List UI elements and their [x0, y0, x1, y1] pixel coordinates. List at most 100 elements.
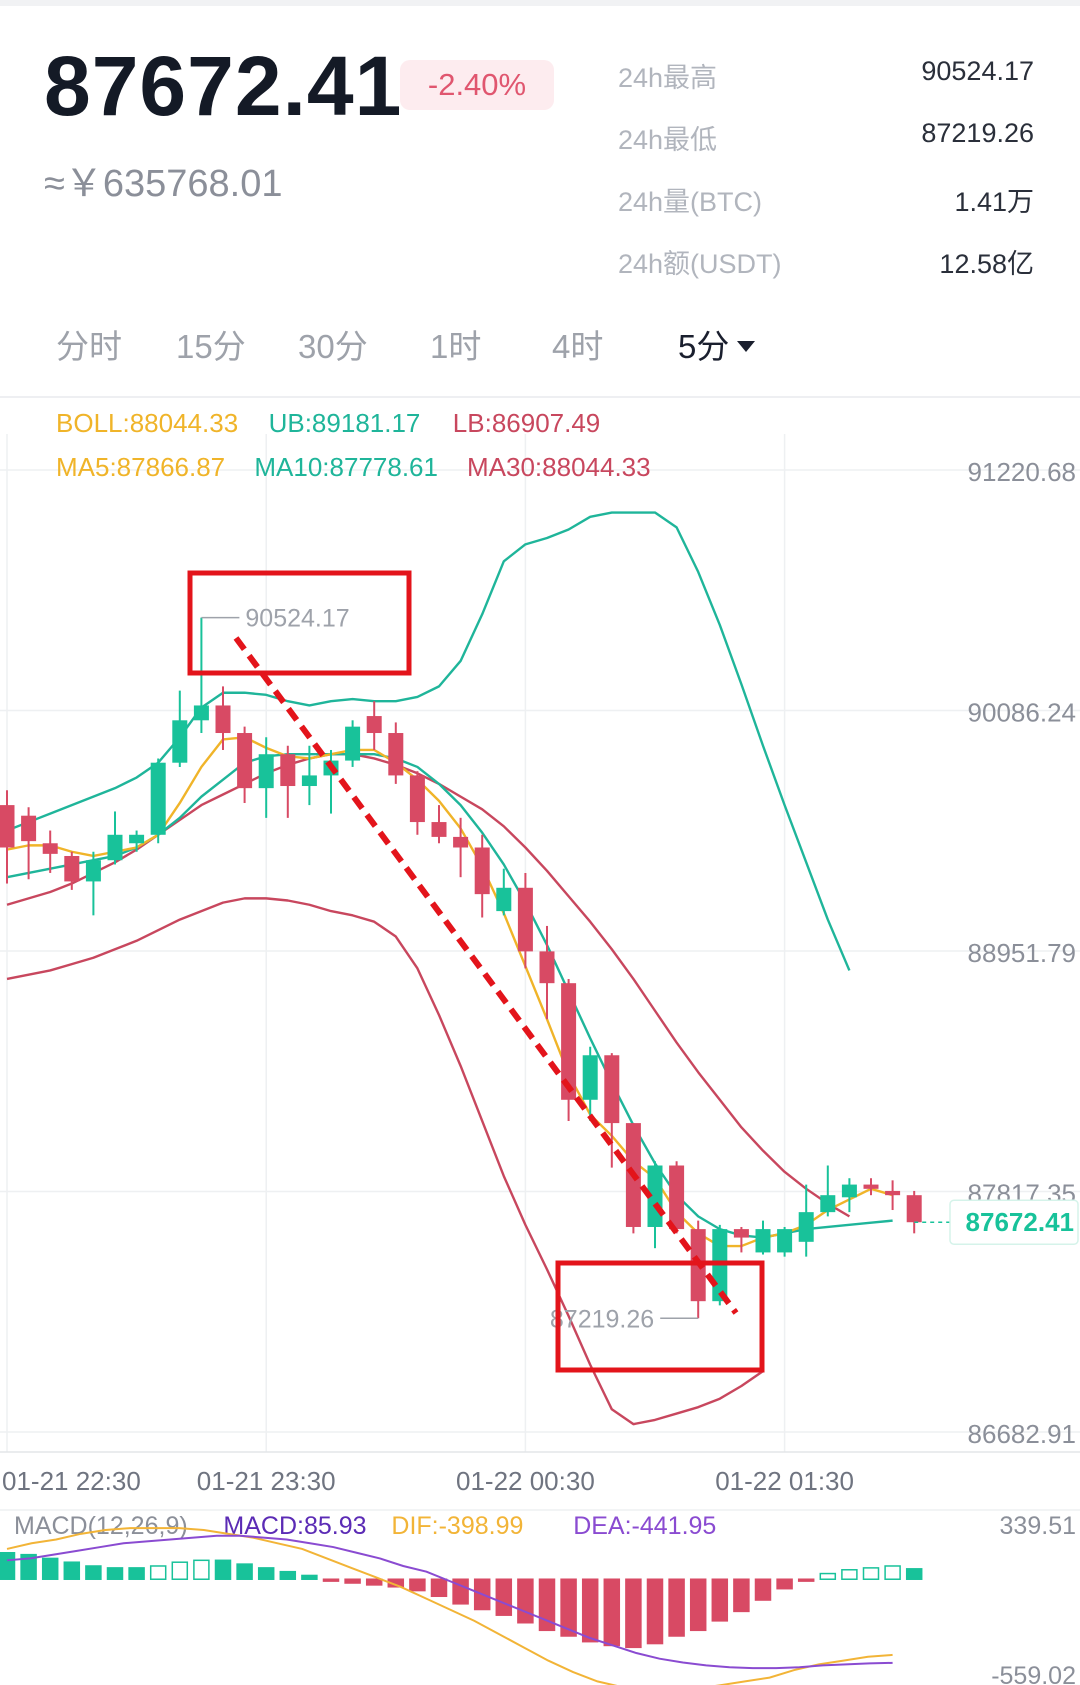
candle — [561, 978, 577, 1121]
candle — [820, 1165, 836, 1217]
candle-body — [906, 1195, 922, 1223]
annotation-trend-line — [233, 636, 739, 1315]
top-divider — [0, 0, 1080, 6]
macd-bar — [236, 1563, 253, 1580]
tab-5m[interactable]: 5分 — [678, 320, 756, 368]
candle — [798, 1184, 814, 1257]
macd-bar — [85, 1565, 102, 1580]
candle — [21, 807, 37, 880]
ma10-line — [6, 753, 893, 1239]
candle — [258, 737, 274, 818]
macd-bar — [646, 1578, 664, 1645]
candle — [906, 1190, 922, 1234]
candle-body — [820, 1195, 836, 1213]
macd-bar — [538, 1578, 556, 1632]
tab-4h[interactable]: 4时 — [552, 328, 604, 365]
boll-lower-line — [6, 897, 764, 1426]
macd-top-value: 339.51 — [1000, 1512, 1076, 1540]
candle-body — [150, 762, 166, 835]
low-marker-label: 87219.26 — [550, 1305, 654, 1333]
candle-body — [21, 815, 37, 842]
stat-value-low: 87219.26 — [921, 118, 1034, 148]
interval-tabs: 分时 15分 30分 1时 4时 5分 — [0, 320, 1080, 380]
macd-bar — [322, 1578, 340, 1582]
candle-body — [193, 705, 209, 721]
tab-1h[interactable]: 1时 — [430, 328, 482, 365]
macd-bar — [171, 1561, 189, 1580]
candle — [582, 1046, 598, 1121]
candle-body — [453, 836, 469, 848]
candle — [496, 868, 512, 916]
macd-bar — [733, 1578, 750, 1613]
macd-bar — [603, 1578, 621, 1647]
candle — [539, 925, 555, 1020]
stat-value-high: 90524.17 — [921, 56, 1034, 86]
y-tick-label: 91220.68 — [968, 457, 1076, 487]
macd-bar — [581, 1578, 599, 1643]
macd-bar — [560, 1578, 577, 1637]
candle — [733, 1226, 749, 1253]
macd-bar — [128, 1567, 145, 1580]
candle-body — [561, 983, 577, 1100]
candle-body — [42, 843, 58, 854]
x-tick-label: 01-21 22:30 — [2, 1466, 141, 1496]
macd-bar — [905, 1568, 923, 1580]
boll-legend-0: BOLL:88044.33 — [56, 408, 238, 438]
candle-body — [669, 1165, 685, 1230]
candle — [215, 686, 231, 750]
candle — [885, 1180, 901, 1211]
tab-timeshare[interactable]: 分时 — [56, 328, 122, 365]
candle-body — [431, 822, 447, 837]
ma-legend-1: MA10:87778.61 — [254, 452, 438, 482]
candle — [237, 726, 253, 803]
macd-legend-0: MACD(12,26,9) — [14, 1512, 188, 1540]
kline-chart[interactable]: BOLL:88044.33 UB:89181.17 LB:86907.49 MA5:8… — [0, 400, 1080, 1685]
tab-5m-label: 5分 — [678, 328, 730, 365]
candle — [280, 745, 296, 818]
ma-legend-0: MA5:87866.87 — [56, 452, 225, 482]
candle-body — [604, 1055, 620, 1124]
macd-bar — [797, 1578, 815, 1582]
candle — [150, 758, 166, 844]
candle-body — [388, 733, 404, 776]
stat-value-volume: 1.41万 — [954, 187, 1034, 217]
candle-body — [885, 1190, 901, 1196]
y-tick-label: 86682.91 — [968, 1419, 1076, 1449]
candle — [172, 690, 188, 767]
candle — [64, 851, 80, 890]
stat-label-turnover: 24h额(USDT) — [618, 249, 782, 279]
stat-label-volume: 24h量(BTC) — [618, 187, 763, 217]
candle-body — [755, 1229, 771, 1253]
last-price-tag — [949, 1199, 1079, 1245]
candle — [85, 851, 101, 916]
candle — [777, 1226, 793, 1257]
macd-bar — [668, 1578, 685, 1637]
macd-bar — [495, 1578, 513, 1616]
candle-body — [733, 1229, 749, 1238]
candle — [453, 817, 469, 878]
candle — [366, 701, 382, 750]
macd-dea-line — [6, 1534, 893, 1670]
boll-legend-2: LB:86907.49 — [453, 408, 600, 438]
tab-30m[interactable]: 30分 — [298, 328, 368, 365]
tab-15m[interactable]: 15分 — [176, 328, 246, 365]
annotation-box-low — [555, 1260, 765, 1373]
macd-bar — [0, 1551, 16, 1580]
candle — [690, 1220, 706, 1319]
macd-bar — [106, 1567, 124, 1580]
stat-label-low: 24h最低 — [618, 125, 718, 155]
candle — [431, 805, 447, 844]
macd-bar — [20, 1553, 37, 1580]
y-tick-label: 88951.79 — [968, 938, 1076, 968]
candle-body — [474, 847, 490, 895]
candle-body — [258, 754, 274, 789]
candle-body — [777, 1229, 793, 1253]
boll-legend-1: UB:89181.17 — [269, 408, 421, 438]
candle-body — [345, 726, 361, 761]
macd-bar — [884, 1565, 901, 1580]
x-tick-label: 01-21 23:30 — [197, 1466, 336, 1496]
candle-body — [301, 775, 317, 787]
candle — [841, 1178, 857, 1213]
candle — [474, 834, 490, 918]
stat-value-turnover: 12.58亿 — [939, 249, 1034, 279]
